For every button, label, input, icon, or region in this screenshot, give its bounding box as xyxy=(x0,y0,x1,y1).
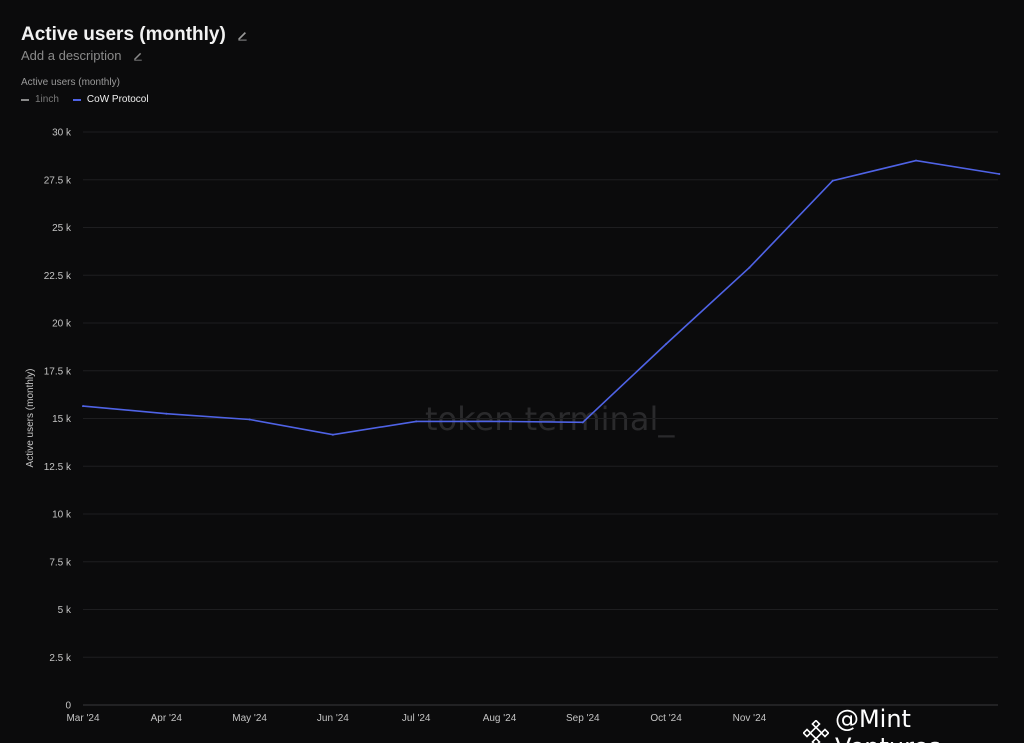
x-tick-label: Apr '24 xyxy=(151,713,183,724)
y-tick-label: 27.5 k xyxy=(44,175,72,186)
legend-swatch-cow-protocol xyxy=(72,98,81,101)
x-tick-label: Nov '24 xyxy=(733,713,767,724)
y-tick-label: 12.5 k xyxy=(44,462,72,473)
chart-title: Active users (monthly) xyxy=(21,24,226,45)
x-tick-label: Mar '24 xyxy=(66,713,99,724)
data-point[interactable] xyxy=(998,173,1001,176)
data-point[interactable] xyxy=(415,420,418,423)
y-tick-label: 2.5 k xyxy=(49,653,72,664)
y-tick-label: 17.5 k xyxy=(44,366,72,377)
data-point[interactable] xyxy=(248,418,251,421)
y-tick-label: 30 k xyxy=(52,128,72,139)
description-row: Add a description xyxy=(21,48,145,63)
data-point[interactable] xyxy=(831,179,834,182)
data-point[interactable] xyxy=(498,420,501,423)
x-axis-ticks: Mar '24 Apr '24 May '24 Jun '24 Jul '24 Aug '… xyxy=(66,713,766,724)
data-point[interactable] xyxy=(581,421,584,424)
legend-swatch-1inch xyxy=(21,98,29,101)
legend-label-cow-protocol: CoW Protocol xyxy=(86,94,149,105)
y-tick-label: 10 k xyxy=(52,510,72,521)
grid-layer xyxy=(83,131,998,706)
binance-diamond-logo-icon xyxy=(803,720,829,743)
x-tick-label: Jul '24 xyxy=(402,713,431,724)
mint-ventures-brand: @Mint Ventures xyxy=(803,705,1024,743)
edit-title-pencil-icon[interactable] xyxy=(236,28,250,42)
x-tick-label: Aug '24 xyxy=(483,713,517,724)
x-tick-label: Sep '24 xyxy=(566,713,600,724)
chart-subtitle: Active users (monthly) xyxy=(21,77,120,88)
brand-text: @Mint Ventures xyxy=(834,705,941,743)
x-tick-label: Jun '24 xyxy=(317,713,349,724)
y-tick-label: 20 k xyxy=(52,319,72,330)
y-axis-title: Active users (monthly) xyxy=(25,369,36,468)
y-tick-label: 0 xyxy=(65,701,71,712)
y-tick-label: 25 k xyxy=(52,223,72,234)
y-tick-label: 15 k xyxy=(52,414,72,425)
data-point[interactable] xyxy=(748,266,751,269)
legend-item-cow-protocol[interactable]: CoW Protocol xyxy=(72,94,149,105)
data-point[interactable] xyxy=(665,343,668,346)
y-axis-ticks: 0 2.5 k 5 k 7.5 k 10 k 12.5 k 15 k 17.5 k 20 k 22… xyxy=(44,128,72,712)
legend-label-1inch: 1inch xyxy=(35,94,59,105)
y-tick-label: 5 k xyxy=(58,605,72,616)
y-tick-label: 22.5 k xyxy=(44,271,72,282)
legend: 1inch CoW Protocol xyxy=(21,94,149,105)
y-tick-label: 7.5 k xyxy=(49,557,72,568)
data-point[interactable] xyxy=(165,412,168,415)
data-point[interactable] xyxy=(915,159,917,162)
series-line-cow-protocol xyxy=(82,159,1000,436)
data-point[interactable] xyxy=(331,433,334,436)
series-points xyxy=(82,159,1001,436)
title-row: Active users (monthly) xyxy=(21,24,250,46)
x-tick-label: May '24 xyxy=(232,713,267,724)
data-point[interactable] xyxy=(82,405,84,408)
x-tick-label: Oct '24 xyxy=(650,713,682,724)
legend-item-1inch[interactable]: 1inch xyxy=(21,94,59,105)
edit-description-pencil-icon[interactable] xyxy=(131,49,145,63)
add-description-link[interactable]: Add a description xyxy=(21,48,122,63)
